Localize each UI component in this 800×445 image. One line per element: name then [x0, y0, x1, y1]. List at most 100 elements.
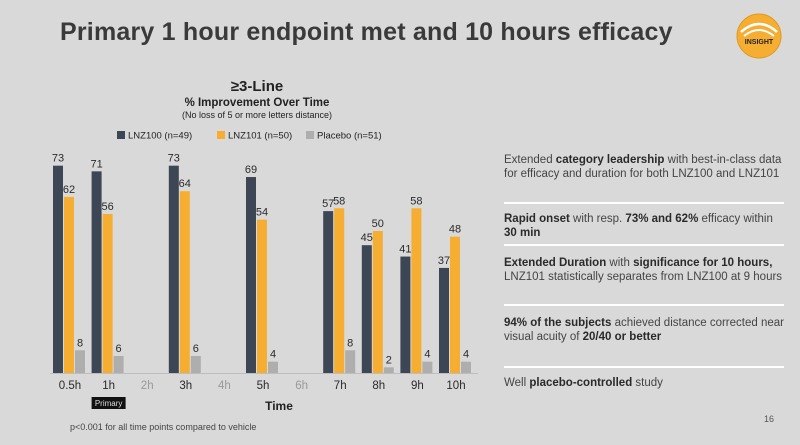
bar-8h-1 — [372, 231, 383, 373]
panel-text-1-0: Extended — [504, 154, 556, 166]
bar-9h-1 — [411, 208, 422, 373]
panel-text-2-0: Rapid onset — [504, 213, 570, 225]
panel-item-1: Extended category leadership with best-i… — [504, 153, 784, 181]
data-label-3h-0: 73 — [168, 153, 180, 165]
panel-divider — [504, 304, 784, 306]
data-label-9h-2: 4 — [424, 349, 430, 361]
chart-title: ≥3-Line — [231, 78, 283, 95]
bar-3h-1 — [179, 191, 190, 373]
bar-7h-1 — [334, 208, 345, 373]
data-label-3h-2: 6 — [193, 343, 199, 355]
slide-title: Primary 1 hour endpoint met and 10 hours… — [60, 18, 673, 46]
bar-7h-2 — [345, 350, 356, 373]
legend-swatch-1 — [217, 131, 225, 139]
panel-text-5-2: study — [632, 377, 663, 389]
data-label-9h-0: 41 — [399, 244, 411, 256]
bar-7h-0 — [323, 211, 334, 373]
bar-1h-0 — [91, 171, 102, 373]
data-label-5h-1: 54 — [256, 207, 268, 219]
bar-8h-0 — [361, 245, 372, 373]
x-tick-10h: 10h — [446, 380, 465, 392]
x-tick-5h: 5h — [257, 380, 270, 392]
bar-9h-2 — [422, 361, 433, 373]
data-label-7h-1: 58 — [333, 195, 345, 207]
chart: ≥3-Line % Improvement Over Time (No loss… — [50, 78, 478, 413]
panel-divider — [504, 202, 784, 204]
data-label-0.5h-2: 8 — [77, 337, 83, 349]
legend-swatch-0 — [117, 131, 125, 139]
x-tick-2h: 2h — [141, 380, 154, 392]
chart-subsubtitle: (No loss of 5 or more letters distance) — [182, 110, 332, 120]
x-tick-1h: 1h — [102, 380, 115, 392]
bar-5h-0 — [246, 177, 256, 373]
data-label-7h-0: 57 — [322, 198, 334, 210]
bar-0.5h-2 — [75, 350, 85, 373]
bar-0.5h-0 — [53, 165, 63, 373]
page-number: 16 — [764, 414, 775, 424]
panel-text-5-0: Well — [504, 377, 530, 389]
x-tick-9h: 9h — [411, 380, 424, 392]
x-axis-label: Time — [265, 399, 293, 413]
data-label-1h-1: 56 — [101, 201, 113, 213]
x-tick-0.5h: 0.5h — [59, 380, 81, 392]
data-label-5h-2: 4 — [270, 349, 276, 361]
panel-text-2-3: efficacy within — [698, 213, 773, 225]
chart-legend: LNZ100 (n=49) LNZ101 (n=50) Placebo (n=51) — [117, 131, 382, 142]
x-tick-3h: 3h — [179, 380, 192, 392]
bar-5h-1 — [257, 219, 267, 373]
x-tick-6h: 6h — [295, 380, 308, 392]
x-tick-8h: 8h — [372, 380, 385, 392]
data-label-0.5h-1: 62 — [63, 184, 75, 196]
panel-text-3-3: LNZ101 statistically separates from LNZ1… — [504, 271, 783, 283]
panel-text-4-2: 20/40 or better — [582, 331, 662, 343]
panel-text-1-2: with best-in-class data for efficacy and… — [504, 154, 782, 180]
x-tick-7h: 7h — [334, 380, 347, 392]
primary-badge-label: Primary — [95, 399, 123, 408]
panel-text-3-0: Extended Duration — [504, 257, 607, 269]
panel-item-3: Extended Duration with significance for … — [504, 256, 784, 284]
bar-5h-2 — [268, 361, 278, 373]
data-label-0.5h-0: 73 — [52, 153, 64, 165]
data-label-7h-2: 8 — [347, 337, 353, 349]
bar-9h-0 — [400, 256, 411, 373]
footnote: p<0.001 for all time points compared to … — [70, 422, 257, 432]
panel-item-4: 94% of the subjects achieved distance co… — [504, 316, 784, 344]
data-label-3h-1: 64 — [179, 178, 191, 190]
bar-1h-2 — [113, 355, 124, 373]
panel-text-1-1: category leadership — [555, 154, 665, 166]
panel-item-2: Rapid onset with resp. 73% and 62% effic… — [504, 212, 784, 240]
data-label-1h-2: 6 — [116, 343, 122, 355]
bar-0.5h-1 — [64, 196, 74, 373]
panel-text-3-1: with — [606, 257, 634, 269]
data-label-8h-1: 50 — [372, 218, 384, 230]
x-tick-4h: 4h — [218, 380, 231, 392]
panel-divider — [504, 366, 784, 368]
data-label-8h-2: 2 — [386, 354, 392, 366]
panel-text-3-2: significance for 10 hours, — [633, 257, 773, 269]
data-label-8h-0: 45 — [361, 232, 373, 244]
panel-item-5: Well placebo-controlled study — [504, 376, 784, 390]
chart-subtitle: % Improvement Over Time — [185, 97, 330, 109]
data-label-9h-1: 58 — [410, 195, 422, 207]
bar-1h-1 — [102, 213, 113, 373]
bar-3h-0 — [168, 165, 179, 373]
panel-text-4-1: achieved distance corrected near visual … — [504, 317, 784, 343]
data-label-1h-0: 71 — [90, 158, 102, 170]
data-label-5h-0: 69 — [245, 164, 257, 176]
bar-10h-1 — [450, 236, 460, 373]
panel-text-5-1: placebo-controlled — [529, 377, 633, 389]
bar-10h-2 — [461, 361, 471, 373]
bar-8h-2 — [383, 367, 394, 373]
panel-text-2-2: 73% and 62% — [625, 213, 699, 225]
legend-label-2: Placebo (n=51) — [317, 131, 382, 142]
panel-text-4-0: 94% of the subjects — [504, 317, 612, 329]
bar-10h-0 — [439, 267, 449, 373]
logo-text: INSIGHT — [745, 39, 774, 46]
legend-label-1: LNZ101 (n=50) — [228, 131, 292, 142]
panel-text-2-1: with resp. — [569, 213, 626, 225]
panel-divider — [504, 244, 784, 246]
chart-x-axis: 0.5h 1h Primary 2h 3h 4h 5h 6h 7h 8h 9h 10h — [50, 373, 478, 409]
data-label-10h-2: 4 — [463, 349, 469, 361]
data-label-10h-1: 48 — [449, 224, 461, 236]
